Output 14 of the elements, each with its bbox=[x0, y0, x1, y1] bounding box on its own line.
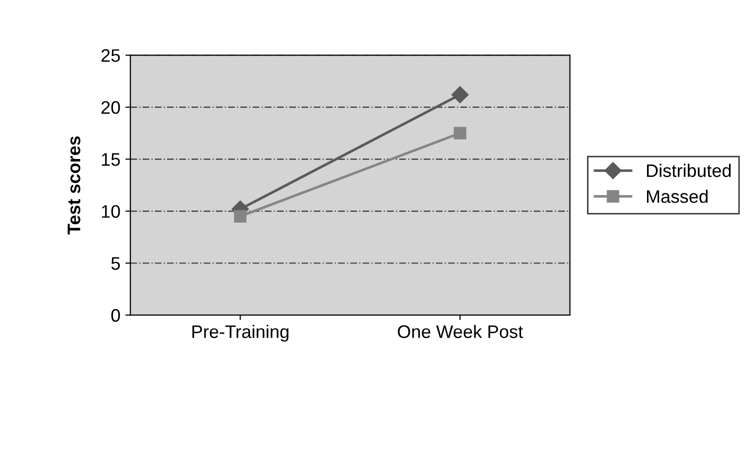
y-tick-label: 0 bbox=[111, 309, 120, 322]
y-tick-label: 15 bbox=[102, 153, 120, 166]
y-tick-label: 25 bbox=[101, 49, 120, 62]
x-tick-label: Pre-Training bbox=[192, 324, 288, 342]
y-tick-label: 10 bbox=[102, 205, 120, 218]
y-tick-label: 20 bbox=[101, 101, 120, 114]
legend-label: Massed bbox=[647, 190, 708, 203]
y-axis-title: Test scores bbox=[68, 136, 80, 234]
x-tick-label: One Week Post bbox=[398, 324, 523, 338]
legend-label: Distributed bbox=[647, 164, 731, 178]
point bbox=[234, 210, 247, 223]
point bbox=[454, 126, 466, 140]
y-tick-label: 5 bbox=[111, 257, 120, 270]
point bbox=[451, 86, 469, 104]
